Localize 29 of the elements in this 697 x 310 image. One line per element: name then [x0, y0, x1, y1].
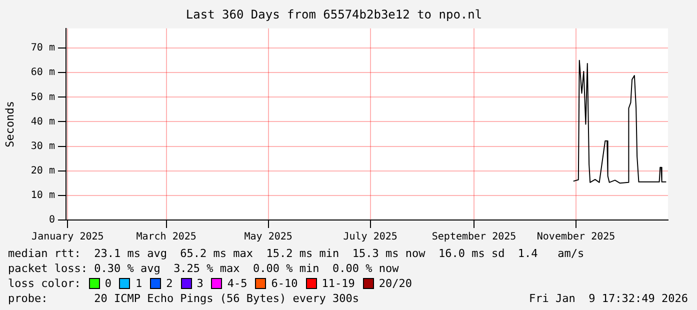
- text: 6-10: [271, 276, 298, 291]
- y-axis-title: Seconds: [3, 101, 16, 148]
- x-tick-label: July 2025: [343, 232, 398, 243]
- y-tick-label: 50 m: [30, 92, 55, 103]
- x-tick-label: September 2025: [432, 232, 516, 243]
- text: 3: [196, 276, 204, 291]
- y-tick-label: 30 m: [30, 140, 55, 152]
- x-tick-label: January 2025: [32, 232, 104, 243]
- chart-title: Last 360 Days from 65574b2b3e12 to npo.nl: [186, 7, 482, 22]
- text: 2: [166, 276, 173, 291]
- text: 4-5: [227, 276, 248, 291]
- x-tick-label: November 2025: [536, 232, 616, 243]
- y-tick-label: 0: [48, 214, 55, 226]
- text: probe: 20 ICMP Echo Pings (56 Bytes) every 300s: [8, 291, 359, 306]
- text: 20/20: [378, 276, 412, 291]
- text: 0: [104, 276, 112, 291]
- text: Fri Jan 9 17:32:49 2026: [529, 291, 688, 306]
- text: packet loss: 0.30 % avg 3.25 % max 0.00 % min 0.00 % now: [8, 261, 399, 276]
- y-tick-label: 20 m: [30, 165, 55, 176]
- text: loss color:: [8, 276, 81, 291]
- text: 1: [135, 276, 142, 291]
- text: median rtt: 23.1 ms avg 65.2 ms max 15.2 ms min 15.3 ms now 16.0 ms sd 1.4 am/s: [8, 246, 584, 261]
- text: 11-19: [322, 276, 355, 291]
- y-tick-label: 60 m: [30, 67, 55, 78]
- y-tick-label: 10 m: [30, 190, 55, 202]
- x-tick-label: March 2025: [136, 232, 196, 243]
- y-tick-label: 70 m: [30, 42, 55, 54]
- x-tick-label: May 2025: [244, 232, 292, 243]
- y-tick-label: 40 m: [30, 116, 55, 128]
